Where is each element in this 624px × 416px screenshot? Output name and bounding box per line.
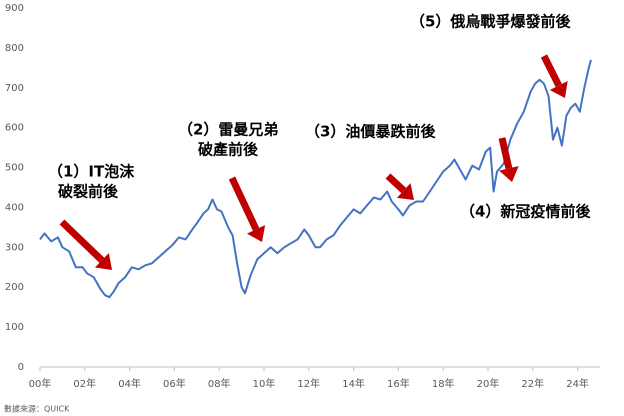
y-tick-label: 800 (5, 43, 24, 54)
x-tick-label: 22年 (521, 377, 544, 390)
y-tick-label: 0 (18, 362, 24, 373)
annotation: （2）雷曼兄弟 (178, 121, 278, 139)
annotation: （4）新冠疫情前後 (460, 203, 591, 221)
x-tick-label: 14年 (342, 377, 365, 390)
source-note: 數據來源：QUICK (4, 404, 70, 414)
x-tick-label: 16年 (387, 377, 410, 390)
y-tick-label: 200 (5, 282, 24, 293)
y-tick-label: 600 (5, 123, 24, 134)
x-tick-label: 24年 (566, 377, 589, 390)
x-tick-label: 04年 (118, 377, 141, 390)
y-tick-label: 700 (5, 83, 24, 94)
x-tick-label: 18年 (432, 377, 455, 390)
y-tick-label: 500 (5, 163, 24, 174)
y-tick-label: 300 (5, 242, 24, 253)
x-tick-label: 00年 (29, 377, 52, 390)
annotation: （5）俄烏戰爭爆發前後 (410, 13, 571, 31)
arrow-head (396, 183, 414, 200)
y-tick-label: 100 (5, 322, 24, 333)
y-tick-label: 900 (5, 3, 24, 14)
x-tick-label: 12年 (297, 377, 320, 390)
arrow-shaft (59, 219, 105, 263)
arrow-shaft (498, 137, 513, 170)
arrow-head (499, 166, 519, 182)
annotation: 破產前後 (198, 141, 259, 159)
arrow-shaft (540, 54, 562, 88)
x-tick-label: 06年 (163, 377, 186, 390)
arrow-head (94, 253, 112, 270)
arrow-head (549, 81, 568, 98)
x-tick-label: 08年 (208, 377, 231, 390)
annotation: 破裂前後 (58, 183, 119, 201)
x-tick-label: 10年 (253, 377, 276, 390)
arrow-head (247, 225, 266, 242)
arrow-shaft (228, 176, 260, 231)
annotation: （3）油價暴跌前後 (305, 123, 436, 141)
line-series (39, 59, 592, 299)
arrow-shaft (385, 173, 407, 194)
x-tick-label: 20年 (477, 377, 500, 390)
y-tick-label: 400 (5, 202, 24, 213)
x-tick-label: 02年 (73, 377, 96, 390)
annotation: （1）IT泡沫 (48, 163, 135, 181)
